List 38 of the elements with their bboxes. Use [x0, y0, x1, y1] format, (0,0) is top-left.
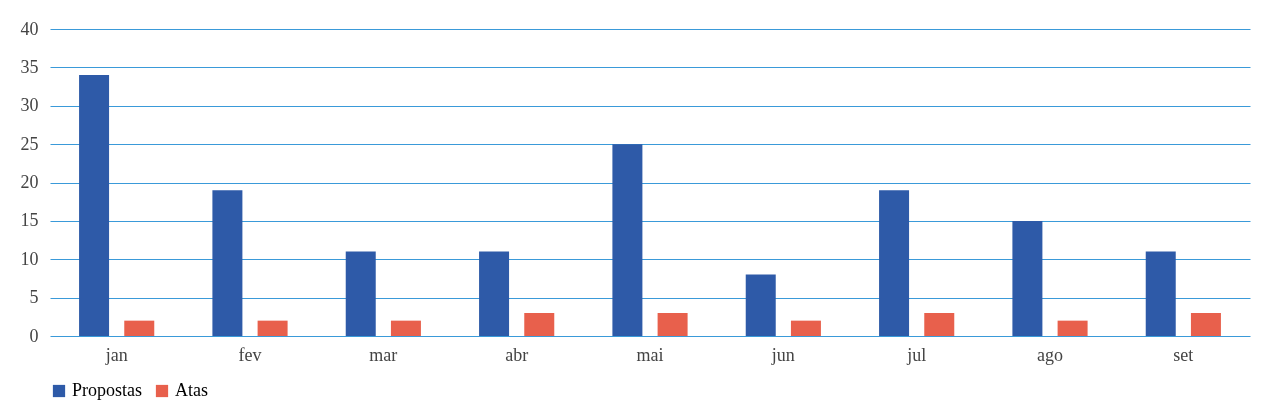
x-tick-label: mar [369, 344, 398, 365]
bar [745, 274, 776, 336]
bar [479, 251, 510, 336]
bar [524, 312, 555, 336]
bar [257, 320, 288, 336]
x-tick-label: mai [636, 344, 664, 365]
bar [1057, 320, 1088, 336]
bar [790, 320, 821, 336]
y-tick-label: 5 [29, 287, 39, 308]
y-tick-label: 0 [29, 325, 39, 346]
x-tick-label: ago [1037, 344, 1063, 365]
bar [612, 144, 643, 336]
y-tick-label: 10 [20, 248, 39, 269]
y-tick-label: 40 [20, 18, 39, 39]
bar [212, 190, 243, 336]
bar [345, 251, 376, 336]
bar [1145, 251, 1176, 336]
x-tick-label: jun [770, 344, 795, 365]
bar [124, 320, 155, 336]
y-tick-label: 30 [20, 95, 39, 116]
y-tick-label: 35 [20, 56, 39, 77]
x-tick-label: jan [104, 344, 128, 365]
x-tick-label: jul [906, 344, 927, 365]
x-tick-label: set [1173, 344, 1194, 365]
bar [879, 190, 910, 336]
legend-label: Propostas [72, 380, 143, 400]
bar [1012, 220, 1043, 336]
bar [1190, 312, 1221, 336]
y-tick-label: 25 [20, 133, 39, 154]
bar [657, 312, 688, 336]
x-tick-label: fev [238, 344, 262, 365]
y-tick-label: 20 [20, 172, 39, 192]
bar [79, 75, 110, 336]
legend-label: Atas [175, 380, 208, 400]
y-tick-label: 15 [20, 210, 39, 231]
bar [390, 320, 421, 336]
x-tick-label: abr [505, 344, 529, 365]
bar [924, 312, 955, 336]
